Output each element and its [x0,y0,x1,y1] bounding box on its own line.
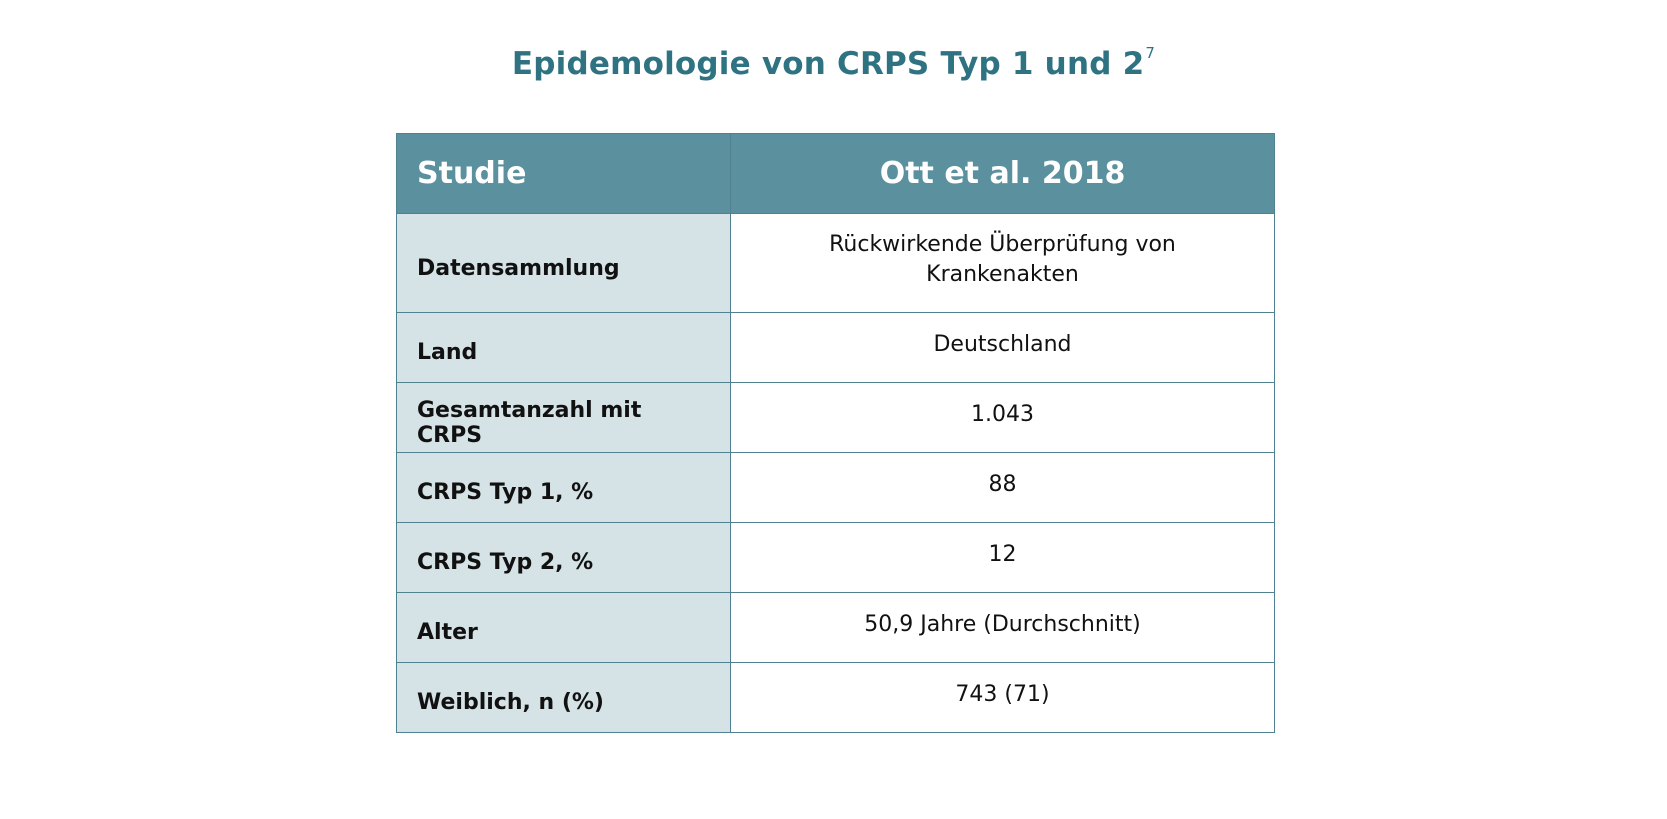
footnote-reference: 7 [1145,44,1156,62]
row-label: CRPS Typ 2, % [396,522,731,593]
header-study-name: Ott et al. 2018 [730,133,1275,214]
row-label: Land [396,312,731,383]
row-value: 12 [730,522,1275,593]
row-value: Deutschland [730,312,1275,383]
page-title: Epidemologie von CRPS Typ 1 und 27 [0,44,1667,82]
row-label: Datensammlung [396,213,731,313]
row-value: 88 [730,452,1275,523]
table-row: CRPS Typ 2, % 12 [396,522,1275,593]
row-value: 743 (71) [730,662,1275,733]
row-value: Rückwirkende Überprüfung von Krankenakte… [730,213,1275,313]
header-row: Studie Ott et al. 2018 [396,133,1275,214]
table-row: CRPS Typ 1, % 88 [396,452,1275,523]
header-study-label: Studie [396,133,731,214]
table-row: Weiblich, n (%) 743 (71) [396,662,1275,733]
table-row: Alter 50,9 Jahre (Durchschnitt) [396,592,1275,663]
row-label: Gesamtanzahl mit CRPS [396,382,731,453]
table-body: Datensammlung Rückwirkende Überprüfung v… [396,213,1275,733]
row-label: CRPS Typ 1, % [396,452,731,523]
table-header: Studie Ott et al. 2018 [396,133,1275,214]
row-value: 50,9 Jahre (Durchschnitt) [730,592,1275,663]
table-row: Gesamtanzahl mit CRPS 1.043 [396,382,1275,453]
table-row: Datensammlung Rückwirkende Überprüfung v… [396,213,1275,313]
row-label: Weiblich, n (%) [396,662,731,733]
table-row: Land Deutschland [396,312,1275,383]
epidemiology-table: Studie Ott et al. 2018 Datensammlung Rüc… [396,133,1275,733]
row-value: 1.043 [730,382,1275,453]
page-title-text: Epidemologie von CRPS Typ 1 und 2 [511,46,1145,82]
row-label: Alter [396,592,731,663]
